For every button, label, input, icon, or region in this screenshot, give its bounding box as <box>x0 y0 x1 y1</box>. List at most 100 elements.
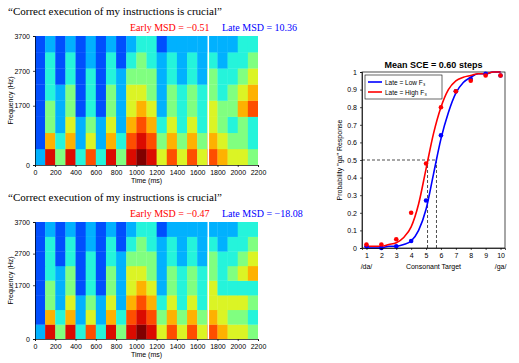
data-point <box>498 73 503 78</box>
tick-mark <box>55 165 56 167</box>
cell <box>238 36 248 52</box>
cell <box>35 266 45 281</box>
cell <box>106 68 116 84</box>
cell <box>116 295 126 310</box>
tick: 0 <box>26 336 35 343</box>
axis-line <box>36 340 259 342</box>
data-point <box>498 73 503 78</box>
cell <box>126 266 136 281</box>
cell <box>65 117 75 133</box>
cell <box>136 149 146 165</box>
cell <box>35 222 45 237</box>
tick-mark <box>238 339 239 341</box>
cell <box>35 84 45 100</box>
cell <box>86 149 96 165</box>
tick-mark <box>360 107 362 108</box>
cell <box>228 310 238 325</box>
cell <box>187 84 197 100</box>
data-point <box>439 105 444 110</box>
cell <box>116 52 126 68</box>
annotation: Late MSD = −18.08 <box>222 208 303 219</box>
cell <box>126 251 136 266</box>
tick-label: 0 <box>34 343 38 350</box>
cell <box>35 101 45 117</box>
cell <box>187 324 197 339</box>
cells <box>35 36 258 165</box>
tick: 600 <box>90 165 102 176</box>
cell <box>238 310 248 325</box>
cell <box>45 237 55 252</box>
cell <box>136 266 146 281</box>
data-point <box>424 198 429 203</box>
boundary-line <box>208 36 210 165</box>
tick-mark <box>55 339 56 341</box>
cell <box>65 149 75 165</box>
cell <box>217 52 227 68</box>
cell <box>197 101 207 117</box>
cell <box>167 266 177 281</box>
cell <box>106 237 116 252</box>
cell <box>76 101 86 117</box>
cell <box>45 310 55 325</box>
cell <box>187 266 197 281</box>
cell <box>228 324 238 339</box>
axis-line <box>36 166 259 168</box>
cell <box>55 310 65 325</box>
cell <box>157 52 167 68</box>
tick: 2700 <box>14 68 35 75</box>
cell <box>55 324 65 339</box>
tick-mark <box>116 339 117 341</box>
cell <box>35 117 45 133</box>
tick: 0.9 <box>347 86 362 93</box>
cell <box>116 68 126 84</box>
tick-label: 2200 <box>251 343 267 350</box>
tick-mark <box>217 165 218 167</box>
cell <box>147 133 157 149</box>
cell <box>248 101 258 117</box>
cell <box>136 101 146 117</box>
tick: 6 <box>439 248 443 259</box>
cell <box>96 36 106 52</box>
tick-label: 1800 <box>210 343 226 350</box>
cell <box>96 68 106 84</box>
cell <box>187 237 197 252</box>
cell <box>167 149 177 165</box>
tick: 400 <box>70 339 82 350</box>
tick-label: 1000 <box>129 169 145 176</box>
cell <box>116 117 126 133</box>
cell <box>65 84 75 100</box>
cell <box>238 133 248 149</box>
cell <box>228 68 238 84</box>
tick-label: 400 <box>70 343 82 350</box>
tick-mark <box>116 165 117 167</box>
cell <box>126 310 136 325</box>
tick: 9 <box>484 248 488 259</box>
axis-line <box>33 37 36 166</box>
cell <box>96 310 106 325</box>
cell <box>167 36 177 52</box>
tick: 0.8 <box>347 104 362 111</box>
cell <box>116 133 126 149</box>
cell <box>65 36 75 52</box>
marks <box>362 71 503 250</box>
cell <box>157 295 167 310</box>
tick-label: 3700 <box>14 33 30 40</box>
tick: 0.1 <box>347 227 362 234</box>
cell <box>167 101 177 117</box>
cell <box>248 295 258 310</box>
annotation: Early MSD = −0.47 <box>130 208 210 219</box>
annotation: Late MSD = 10.36 <box>222 22 297 33</box>
data-point <box>439 133 444 138</box>
cell <box>147 281 157 296</box>
cell <box>76 324 86 339</box>
cell <box>167 52 177 68</box>
tick-label: 400 <box>70 169 82 176</box>
tick-mark <box>33 165 35 166</box>
tick-mark <box>360 125 362 126</box>
cell <box>35 324 45 339</box>
cell <box>217 251 227 266</box>
tick-label: 1400 <box>170 169 186 176</box>
tick-label: 1600 <box>190 169 206 176</box>
cell <box>177 310 187 325</box>
tick-mark <box>96 165 97 167</box>
